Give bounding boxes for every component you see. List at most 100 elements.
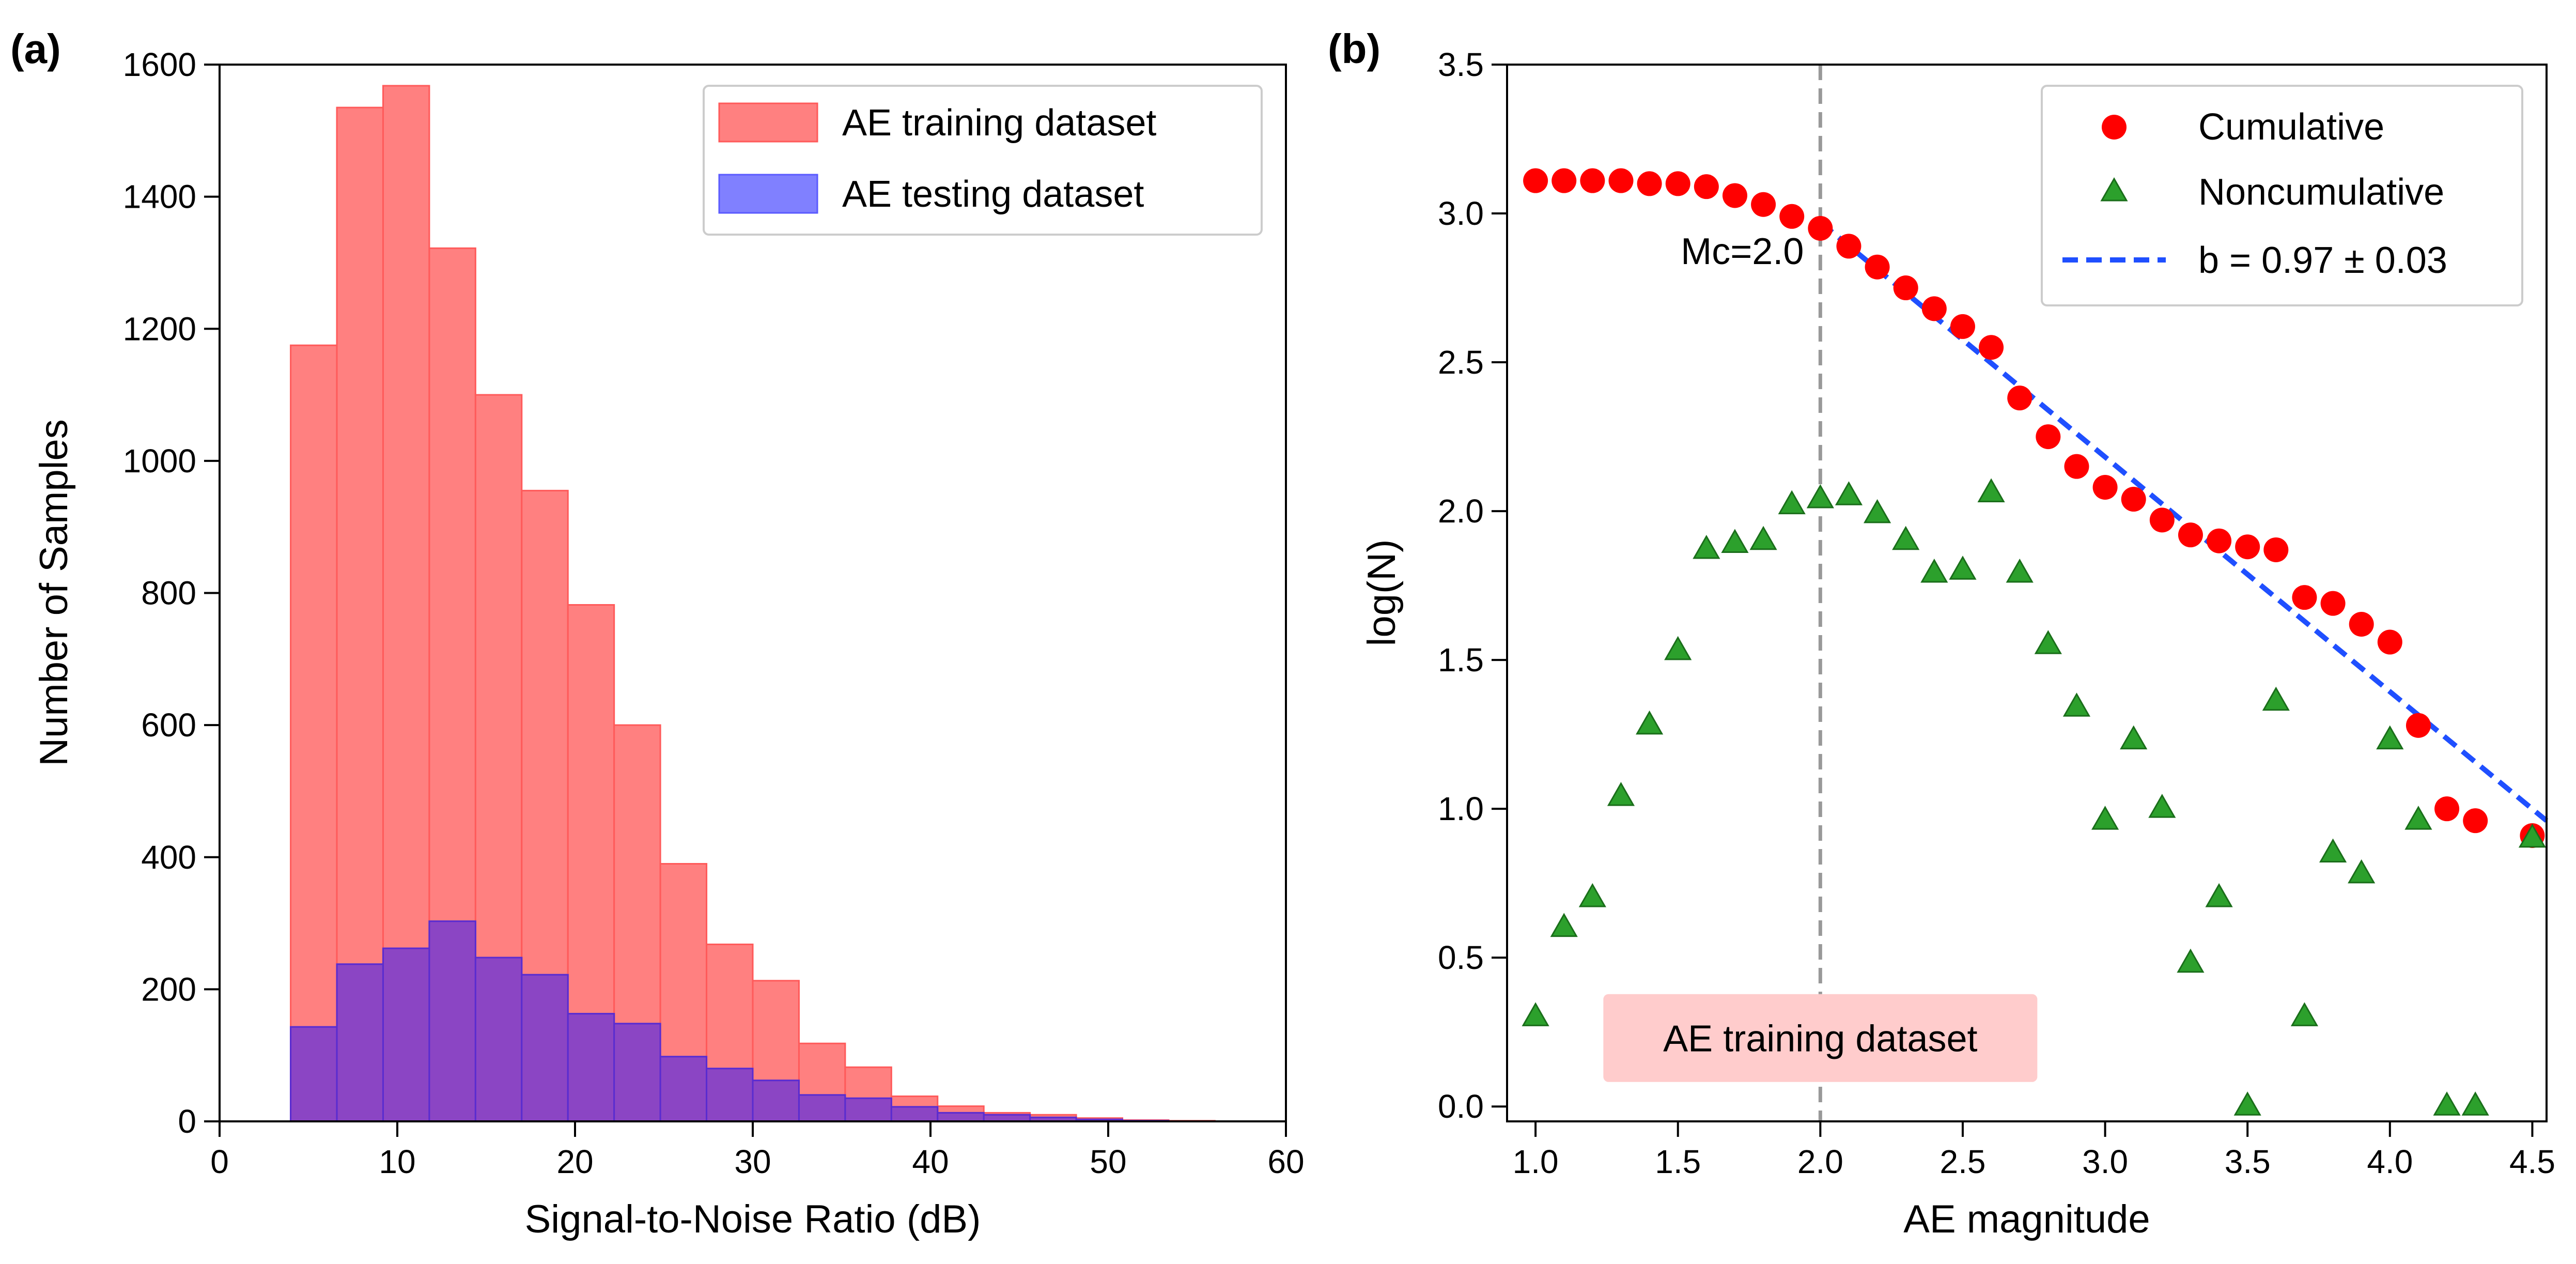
cumulative-point xyxy=(2007,386,2032,411)
y-tick-label-a: 0 xyxy=(178,1103,196,1140)
noncumulative-point xyxy=(1607,782,1635,806)
x-tick-label-b: 2.0 xyxy=(1797,1143,1843,1180)
legend-b: Cumulative Noncumulative b = 0.97 ± 0.03 xyxy=(2041,85,2523,306)
noncumulative-point xyxy=(1892,526,1920,550)
cumulative-point xyxy=(1608,168,1634,193)
legend-a: AE training dataset AE testing dataset xyxy=(703,85,1263,236)
noncumulative-point xyxy=(2319,838,2347,863)
x-tick-label-a: 0 xyxy=(210,1143,229,1180)
cumulative-point xyxy=(1722,183,1747,208)
dataset-annotation-box xyxy=(1603,994,2038,1082)
noncumulative-point xyxy=(2091,806,2119,830)
y-tick-label-b: 1.5 xyxy=(1438,641,1484,679)
cumulative-point xyxy=(1950,314,1975,339)
x-tick-label-a: 60 xyxy=(1267,1143,1304,1180)
x-tick-label-b: 3.5 xyxy=(2225,1143,2271,1180)
histogram-bars xyxy=(290,85,1216,1122)
noncumulative-point xyxy=(1864,499,1891,523)
cumulative-point xyxy=(2292,585,2317,610)
bar-overlap xyxy=(659,1056,708,1122)
bar-training xyxy=(290,344,338,1122)
y-tick-label-a: 400 xyxy=(141,839,196,876)
cumulative-point xyxy=(2434,796,2460,822)
cumulative-point xyxy=(1580,168,1605,193)
legend-marker-cumulative xyxy=(2102,115,2127,140)
y-tick-label-a: 1600 xyxy=(123,46,196,83)
x-axis-title-b: AE magnitude xyxy=(1903,1197,2150,1241)
cumulative-point xyxy=(2149,507,2175,533)
legend-label-testing: AE testing dataset xyxy=(842,174,1144,215)
cumulative-point xyxy=(2263,537,2289,562)
bar-overlap xyxy=(706,1068,754,1122)
noncumulative-point xyxy=(2518,823,2547,848)
cumulative-point xyxy=(2463,808,2488,834)
cumulative-point xyxy=(2377,629,2402,655)
y-tick-label-a: 1000 xyxy=(123,442,196,480)
noncumulative-point xyxy=(2034,630,2062,654)
y-tick-label-b: 3.5 xyxy=(1438,46,1484,83)
cumulative-point xyxy=(1893,275,1918,301)
x-axis-title-a: Signal-to-Noise Ratio (dB) xyxy=(525,1197,981,1241)
mc-annotation: Mc=2.0 xyxy=(1681,231,1804,272)
legend-frame-b xyxy=(2041,85,2523,306)
panel-label-a: (a) xyxy=(10,26,61,72)
noncumulative-point xyxy=(1778,490,1806,515)
noncumulative-point xyxy=(2062,692,2091,717)
y-tick-label-a: 1200 xyxy=(123,310,196,347)
axes-b: 1.0 1.5 2.0 2.5 3.0 3.5 4.0 4.5 0.0 0.5 1.0 1.5 2.0 2… xyxy=(1438,46,2555,1180)
x-tick-label-b: 4.0 xyxy=(2367,1143,2413,1180)
histogram-panel: (a) 0 10 20 30 40 50 6002004006008001000120014… xyxy=(10,26,1305,1241)
bar-overlap xyxy=(937,1112,985,1122)
cumulative-point xyxy=(1808,215,1833,241)
cumulative-point xyxy=(1637,171,1662,196)
scatter-points xyxy=(1522,168,2547,1116)
noncumulative-point xyxy=(2348,859,2376,884)
y-tick-label-b: 0.5 xyxy=(1438,939,1484,976)
plot-frame-b xyxy=(1506,64,2548,1122)
bar-training xyxy=(336,106,384,1122)
cumulative-point xyxy=(1779,204,1805,229)
bar-overlap xyxy=(428,920,476,1122)
bar-overlap xyxy=(336,963,384,1122)
y-axis-title-b: log(N) xyxy=(1360,539,1404,646)
y-tick-label-b: 1.0 xyxy=(1438,790,1484,827)
cumulative-point xyxy=(1836,234,1861,259)
noncumulative-point xyxy=(2433,1091,2461,1116)
cumulative-point xyxy=(2092,475,2118,500)
noncumulative-point xyxy=(1578,883,1606,907)
cumulative-point xyxy=(1751,192,1776,217)
legend-swatch-training xyxy=(718,102,818,143)
noncumulative-point xyxy=(1721,529,1749,553)
legend-frame-a xyxy=(703,85,1263,236)
cumulative-point xyxy=(1979,335,2004,360)
y-tick-label-b: 2.5 xyxy=(1438,344,1484,381)
noncumulative-point xyxy=(2290,1002,2319,1026)
bar-overlap xyxy=(844,1097,892,1122)
fit-line xyxy=(1819,220,2549,823)
cumulative-point xyxy=(2235,534,2260,560)
cumulative-point xyxy=(1865,254,1890,280)
x-tick-label-a: 40 xyxy=(912,1143,949,1180)
dataset-annotation: AE training dataset xyxy=(1603,994,2038,1082)
noncumulative-point xyxy=(1550,913,1578,937)
bar-overlap xyxy=(890,1106,939,1122)
x-tick-label-a: 50 xyxy=(1090,1143,1126,1180)
cumulative-point xyxy=(2064,454,2089,479)
cumulative-point xyxy=(2349,611,2374,637)
dataset-annotation-text: AE training dataset xyxy=(1663,1019,1977,1060)
cumulative-point xyxy=(1665,171,1690,196)
noncumulative-point xyxy=(2120,725,2148,750)
noncumulative-point xyxy=(1949,556,1977,580)
cumulative-point xyxy=(2036,424,2061,450)
y-tick-label-b: 0.0 xyxy=(1438,1088,1484,1125)
cumulative-point xyxy=(1523,168,1548,193)
y-tick-label-b: 3.0 xyxy=(1438,195,1484,232)
legend-swatch-testing xyxy=(718,174,818,214)
cumulative-point xyxy=(1551,168,1577,193)
legend-label-fit: b = 0.97 ± 0.03 xyxy=(2198,240,2447,281)
noncumulative-point xyxy=(2233,1091,2261,1116)
noncumulative-point xyxy=(1693,534,1720,559)
x-tick-label-b: 1.0 xyxy=(1513,1143,1559,1180)
bar-overlap xyxy=(798,1094,846,1122)
legend-label-cumulative: Cumulative xyxy=(2198,106,2384,148)
